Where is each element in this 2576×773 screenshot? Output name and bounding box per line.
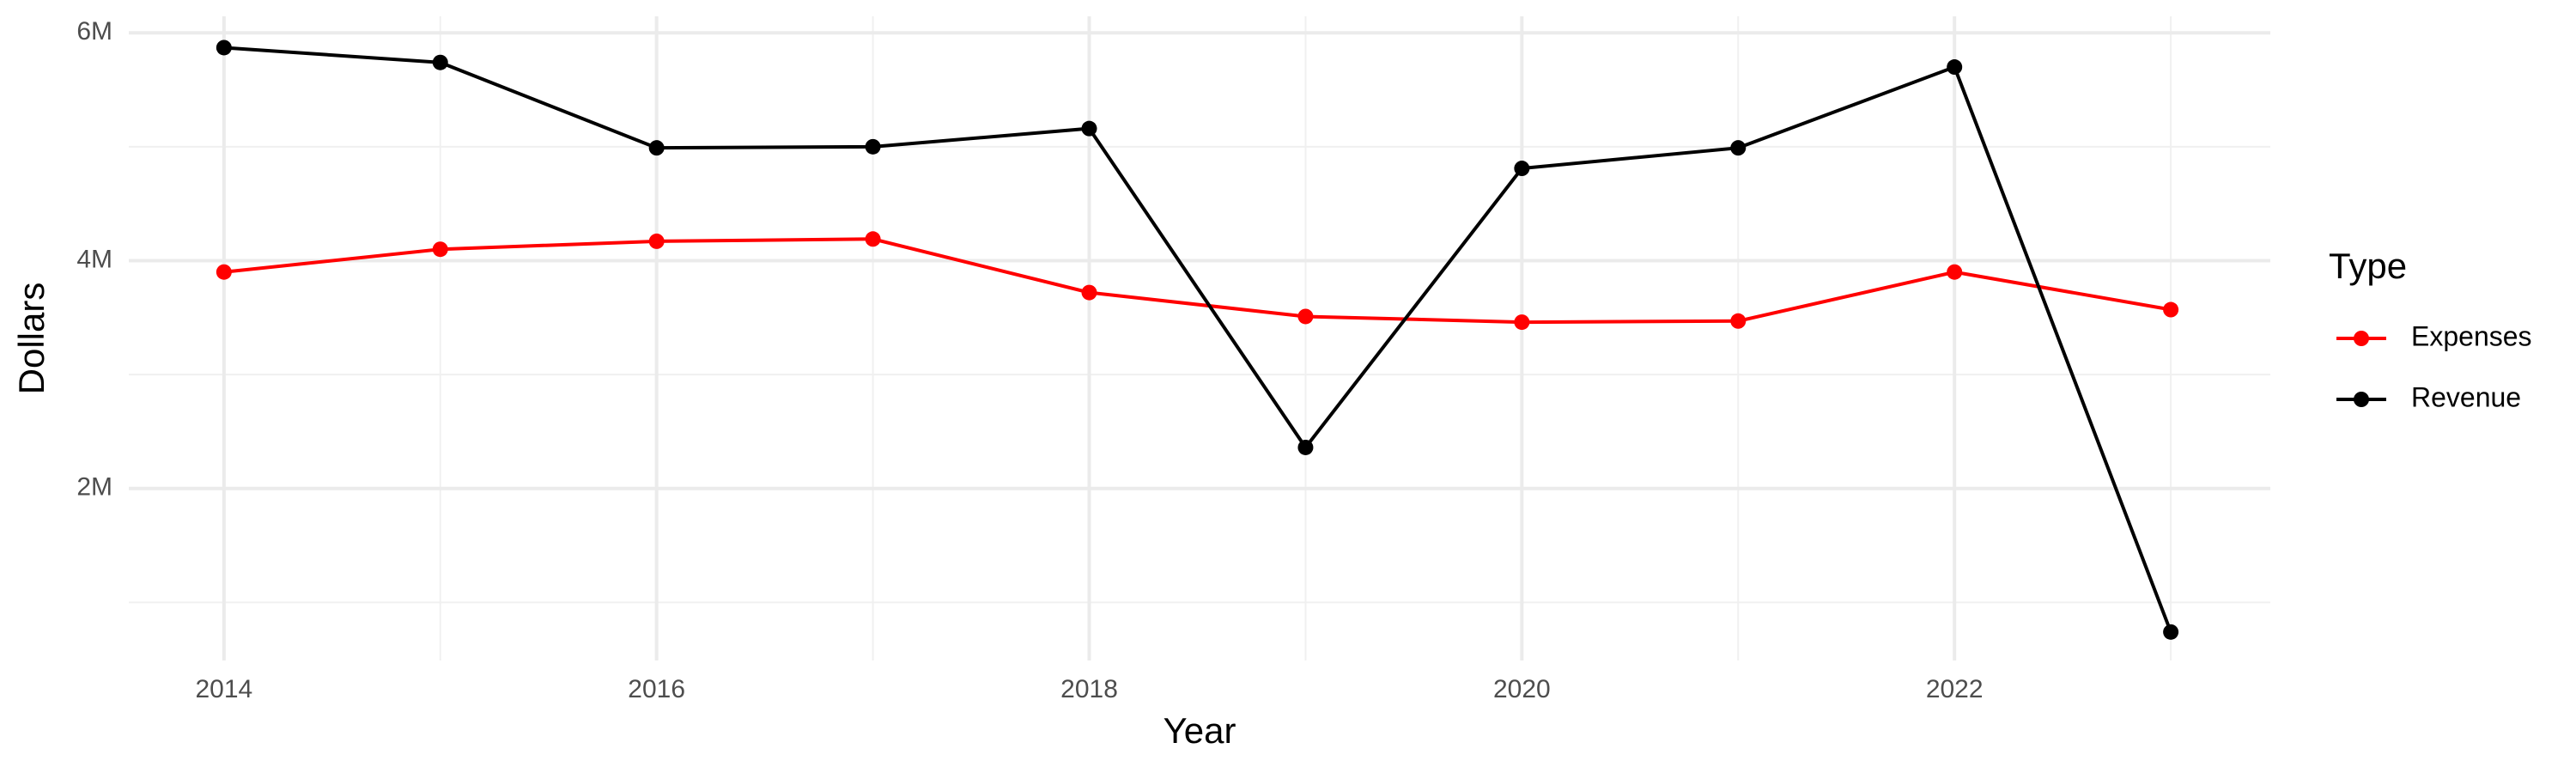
data-point [1514,314,1530,331]
data-point [865,231,881,247]
x-tick-label: 2020 [1493,675,1551,703]
legend-label: Revenue [2411,381,2521,412]
data-point [1730,140,1747,156]
data-point [1297,439,1314,455]
y-axis-title: Dollars [11,283,52,395]
data-point [2163,301,2179,318]
data-point [216,40,232,56]
x-tick-label: 2018 [1060,675,1118,703]
data-point [1514,161,1530,177]
legend-title: Type [2329,246,2407,286]
data-point [1730,313,1747,329]
legend-key-point [2354,331,2369,346]
data-point [1947,59,1963,76]
data-point [648,233,665,249]
x-tick-label: 2022 [1926,675,1984,703]
data-point [865,138,881,155]
series-line [223,237,2172,325]
data-point [648,140,665,156]
legend-key-point [2354,392,2369,407]
legend-label: Expenses [2411,320,2532,351]
series-line [223,46,2172,633]
data-point [432,241,448,258]
y-tick-label: 4M [76,245,112,273]
y-tick-label: 2M [76,473,112,502]
x-tick-label: 2016 [628,675,685,703]
data-point [2163,624,2179,640]
data-point [1081,120,1097,137]
data-point [1947,264,1963,280]
x-axis-title: Year [1163,710,1236,751]
y-tick-label: 6M [76,17,112,46]
data-point [216,264,232,280]
data-point [432,54,448,70]
data-point [1081,284,1097,301]
data-point [1297,308,1314,325]
x-tick-label: 2014 [195,675,252,703]
